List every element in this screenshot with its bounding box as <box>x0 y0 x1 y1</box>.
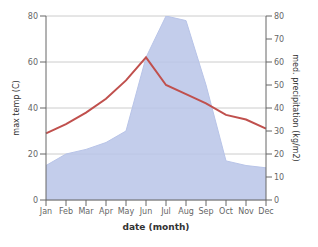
svg-text:Aug: Aug <box>178 207 194 216</box>
svg-text:Oct: Oct <box>219 207 233 216</box>
svg-text:Mar: Mar <box>78 207 94 216</box>
svg-text:0: 0 <box>33 196 38 205</box>
svg-text:80: 80 <box>274 12 284 21</box>
svg-text:50: 50 <box>274 81 284 90</box>
svg-text:10: 10 <box>274 173 284 182</box>
svg-text:80: 80 <box>28 12 38 21</box>
svg-text:med. precipitation (kg/m2): med. precipitation (kg/m2) <box>291 54 300 161</box>
svg-text:40: 40 <box>274 104 284 113</box>
svg-text:30: 30 <box>274 127 284 136</box>
svg-text:20: 20 <box>274 150 284 159</box>
svg-text:Nov: Nov <box>238 207 254 216</box>
svg-text:0: 0 <box>274 196 279 205</box>
svg-text:max temp (C): max temp (C) <box>12 80 21 135</box>
svg-text:May: May <box>118 207 135 216</box>
svg-text:Dec: Dec <box>258 207 273 216</box>
svg-text:Feb: Feb <box>59 207 73 216</box>
svg-text:70: 70 <box>274 35 284 44</box>
svg-text:Apr: Apr <box>99 207 114 216</box>
svg-text:Jun: Jun <box>139 207 153 216</box>
svg-text:20: 20 <box>28 150 38 159</box>
svg-text:Sep: Sep <box>198 207 213 216</box>
svg-text:Jul: Jul <box>160 207 171 216</box>
svg-text:60: 60 <box>274 58 284 67</box>
svg-text:Jan: Jan <box>39 207 52 216</box>
svg-text:60: 60 <box>28 58 38 67</box>
svg-text:date (month): date (month) <box>123 222 190 232</box>
svg-text:40: 40 <box>28 104 38 113</box>
